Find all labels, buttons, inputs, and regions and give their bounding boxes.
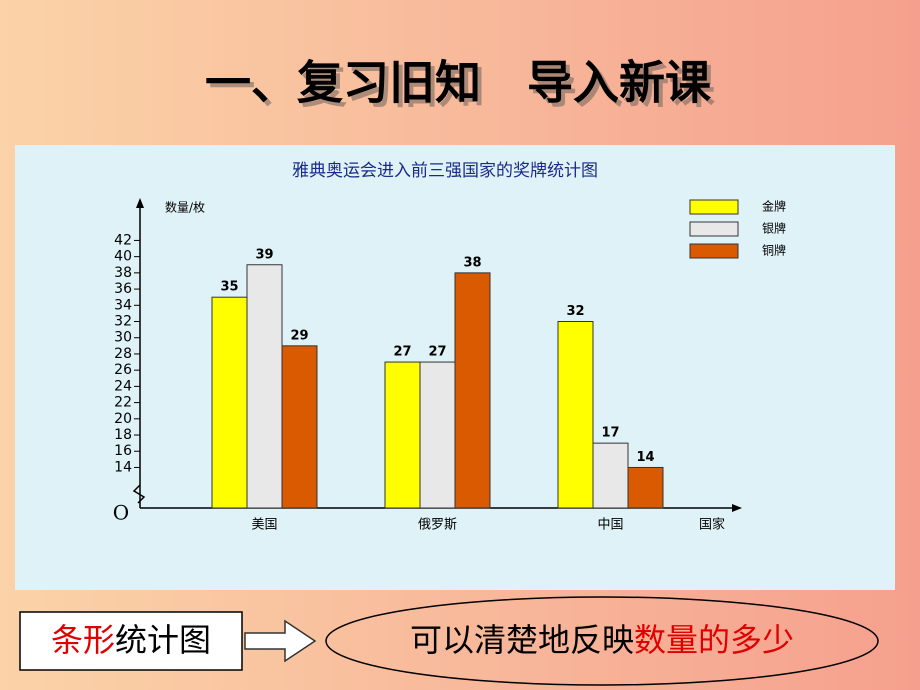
y-arrow — [136, 198, 144, 208]
bar — [246, 264, 283, 509]
conclusion-ellipse — [325, 596, 879, 686]
bar — [627, 466, 664, 509]
y-axis-label: 数量/枚 — [165, 200, 205, 215]
chart-title: 雅典奥运会进入前三强国家的奖牌统计图 — [292, 161, 598, 181]
conclusion-red: 数量的多少 — [634, 621, 794, 659]
legend-label: 铜牌 — [762, 243, 786, 258]
term-red: 条形 — [51, 621, 115, 659]
y-tick-label: 28 — [114, 346, 132, 362]
value-label: 17 — [601, 426, 619, 441]
bar — [557, 321, 594, 509]
bar — [281, 345, 318, 509]
bar — [454, 272, 491, 509]
y-tick-label: 42 — [114, 232, 132, 248]
x-axis-label: 国家 — [699, 517, 725, 533]
bar — [419, 361, 456, 509]
x-tick-label: 俄罗斯 — [418, 518, 457, 533]
conclusion: 可以清楚地反映数量的多少 — [410, 621, 794, 659]
bar — [211, 296, 248, 509]
value-label: 38 — [463, 255, 481, 270]
value-label: 27 — [393, 345, 411, 360]
value-label: 35 — [220, 280, 238, 295]
x-arrow — [732, 504, 742, 512]
slide-title: 一、复习旧知 导入新课 — [205, 56, 712, 110]
legend-swatch — [689, 221, 739, 237]
y-tick-label: 34 — [114, 297, 132, 313]
axis-break — [132, 484, 146, 504]
arrow — [244, 619, 317, 663]
value-label: 29 — [290, 328, 308, 343]
conclusion-black: 可以清楚地反映 — [410, 621, 634, 659]
y-tick-label: 20 — [114, 411, 132, 427]
legend-swatch — [689, 243, 739, 259]
value-label: 27 — [428, 345, 446, 360]
y-tick-label: 38 — [114, 265, 132, 281]
y-tick-label: 22 — [114, 395, 132, 411]
legend-swatch — [689, 199, 739, 215]
title-shadow: 一、复习旧知 导入新课 — [209, 60, 716, 114]
legend-label: 金牌 — [762, 199, 786, 214]
y-tick-label: 40 — [114, 249, 132, 265]
legend-label: 银牌 — [762, 222, 786, 236]
x-tick-label: 中国 — [597, 518, 623, 533]
chart: 雅典奥运会进入前三强国家的奖牌统计图数量/枚国家O141618202224262… — [113, 161, 786, 533]
bar — [592, 442, 629, 509]
y-tick-label: 18 — [114, 427, 132, 443]
y-tick-label: 36 — [114, 281, 132, 297]
y-tick-label: 16 — [114, 443, 132, 459]
origin-label: O — [113, 501, 129, 525]
x-tick-label: 美国 — [251, 518, 277, 533]
term: 条形统计图 — [51, 621, 211, 659]
y-tick-label: 30 — [114, 330, 132, 346]
y-tick-label: 26 — [114, 362, 132, 378]
value-label: 14 — [636, 450, 654, 465]
term-box — [19, 611, 243, 671]
value-label: 32 — [566, 304, 584, 319]
bar — [384, 361, 421, 509]
y-tick-label: 24 — [114, 378, 132, 394]
value-label: 39 — [255, 247, 273, 262]
term-black: 统计图 — [115, 621, 211, 659]
y-tick-label: 32 — [114, 314, 132, 330]
y-tick-label: 14 — [114, 459, 132, 475]
